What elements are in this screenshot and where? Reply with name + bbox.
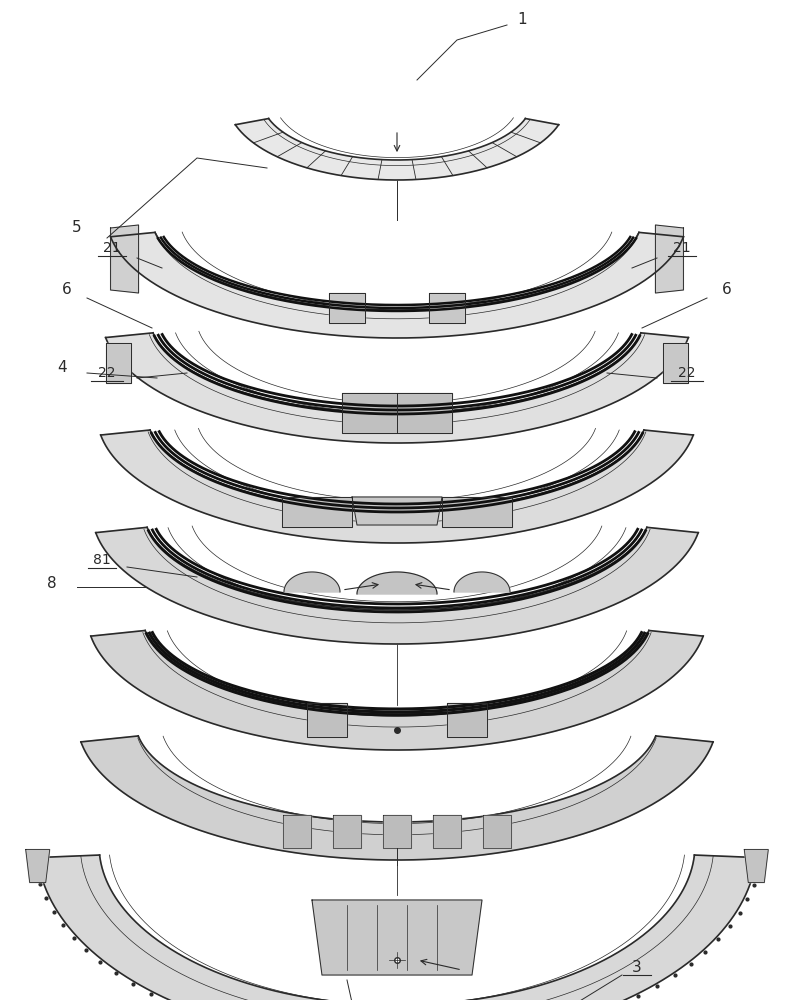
Polygon shape (442, 497, 512, 527)
Polygon shape (110, 232, 684, 338)
Polygon shape (284, 572, 340, 592)
Polygon shape (429, 293, 465, 323)
Polygon shape (106, 333, 688, 443)
Text: 5: 5 (72, 221, 82, 235)
Polygon shape (433, 815, 461, 848)
Text: 4: 4 (57, 360, 67, 375)
Polygon shape (342, 393, 452, 433)
Polygon shape (655, 225, 684, 293)
Polygon shape (235, 119, 559, 180)
Polygon shape (312, 900, 482, 975)
Text: 6: 6 (722, 282, 732, 298)
Polygon shape (454, 572, 510, 592)
Text: 8: 8 (47, 576, 57, 591)
Polygon shape (383, 815, 411, 848)
Polygon shape (283, 815, 311, 848)
Polygon shape (663, 343, 688, 383)
Polygon shape (106, 343, 131, 383)
Text: 3: 3 (632, 960, 642, 974)
Polygon shape (333, 815, 361, 848)
Polygon shape (37, 855, 350, 1000)
Text: 81: 81 (93, 553, 111, 567)
Text: 22: 22 (678, 366, 696, 380)
Polygon shape (91, 630, 703, 750)
Polygon shape (352, 497, 442, 525)
Text: 22: 22 (98, 366, 116, 380)
Polygon shape (282, 497, 352, 527)
Polygon shape (744, 850, 769, 883)
Text: 21: 21 (103, 241, 121, 255)
Polygon shape (444, 855, 757, 1000)
Polygon shape (96, 527, 698, 644)
Polygon shape (81, 736, 713, 860)
Text: 1: 1 (517, 12, 526, 27)
Polygon shape (25, 850, 50, 883)
Polygon shape (307, 703, 347, 737)
Polygon shape (483, 815, 511, 848)
Polygon shape (329, 293, 365, 323)
Polygon shape (357, 572, 437, 594)
Polygon shape (110, 225, 139, 293)
Text: 21: 21 (673, 241, 691, 255)
Polygon shape (101, 430, 693, 543)
Polygon shape (447, 703, 487, 737)
Text: 6: 6 (62, 282, 72, 298)
